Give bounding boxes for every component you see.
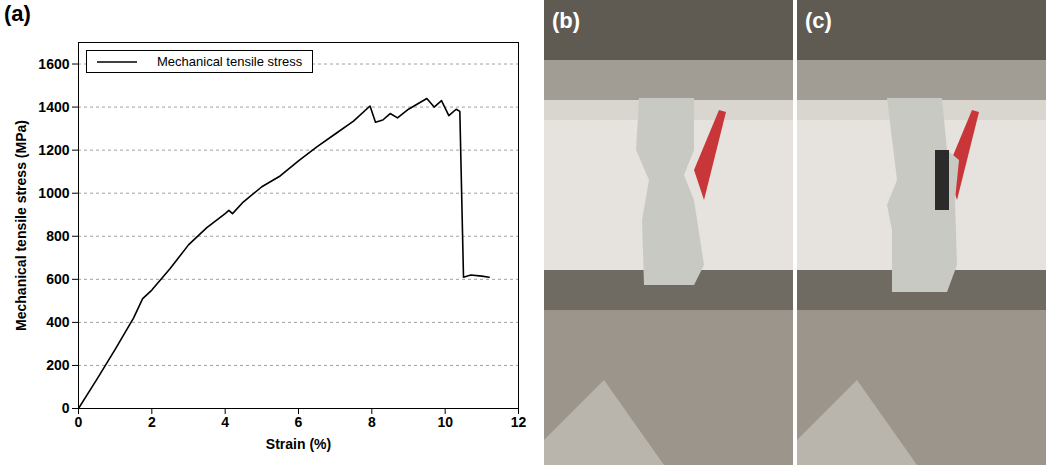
svg-text:2: 2 <box>148 414 156 430</box>
svg-text:4: 4 <box>221 414 229 430</box>
svg-text:(c): (c) <box>805 8 832 33</box>
html-text:Mechanical tensile stress: Mechanical tensile stress <box>157 54 303 69</box>
svg-text:10: 10 <box>437 414 453 430</box>
svg-text:1400: 1400 <box>38 99 69 115</box>
svg-text:0: 0 <box>62 400 70 416</box>
svg-text:6: 6 <box>295 414 303 430</box>
svg-text:400: 400 <box>46 314 70 330</box>
svg-text:Strain (%): Strain (%) <box>266 436 331 452</box>
svg-text:8: 8 <box>368 414 376 430</box>
svg-text:0: 0 <box>75 414 83 430</box>
svg-text:1000: 1000 <box>38 185 69 201</box>
svg-text:1600: 1600 <box>38 56 69 72</box>
svg-text:800: 800 <box>46 228 70 244</box>
svg-text:12: 12 <box>511 414 527 430</box>
svg-text:1200: 1200 <box>38 142 69 158</box>
svg-text:Mechanical tensile stress (MPa: Mechanical tensile stress (MPa) <box>13 120 29 331</box>
svg-text:(b): (b) <box>552 8 580 33</box>
svg-text:600: 600 <box>46 271 70 287</box>
html-text:(a): (a) <box>4 1 31 26</box>
svg-text:200: 200 <box>46 357 70 373</box>
